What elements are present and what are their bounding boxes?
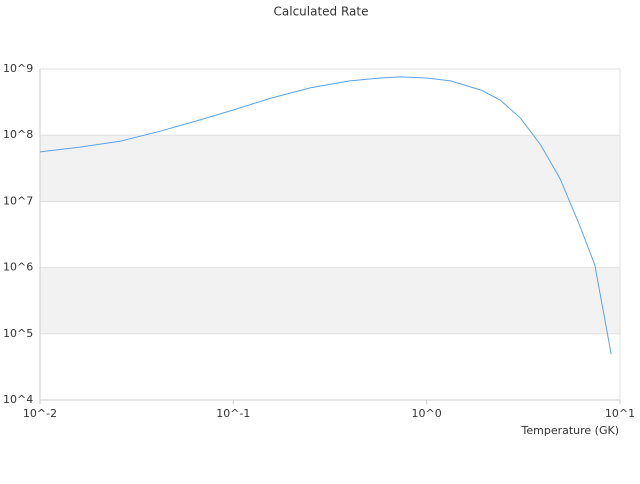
line-series bbox=[39, 76, 612, 355]
x-tick-label: 10^0 bbox=[412, 407, 442, 420]
y-tick-label: 10^8 bbox=[3, 128, 33, 141]
x-tick-label: 10^-2 bbox=[23, 407, 57, 420]
grid-band bbox=[40, 267, 620, 334]
y-tick-label: 10^7 bbox=[3, 194, 33, 207]
grid-band bbox=[40, 135, 620, 202]
y-tick-label: 10^6 bbox=[3, 261, 33, 274]
chart-title: Calculated Rate bbox=[274, 5, 369, 19]
y-tick-label: 10^4 bbox=[3, 393, 33, 406]
y-tick-label: 10^5 bbox=[3, 327, 33, 340]
x-tick-label: 10^-1 bbox=[216, 407, 250, 420]
x-tick-label: 10^1 bbox=[605, 407, 635, 420]
x-axis-label: Temperature (GK) bbox=[521, 424, 620, 437]
y-tick-label: 10^9 bbox=[3, 62, 33, 75]
